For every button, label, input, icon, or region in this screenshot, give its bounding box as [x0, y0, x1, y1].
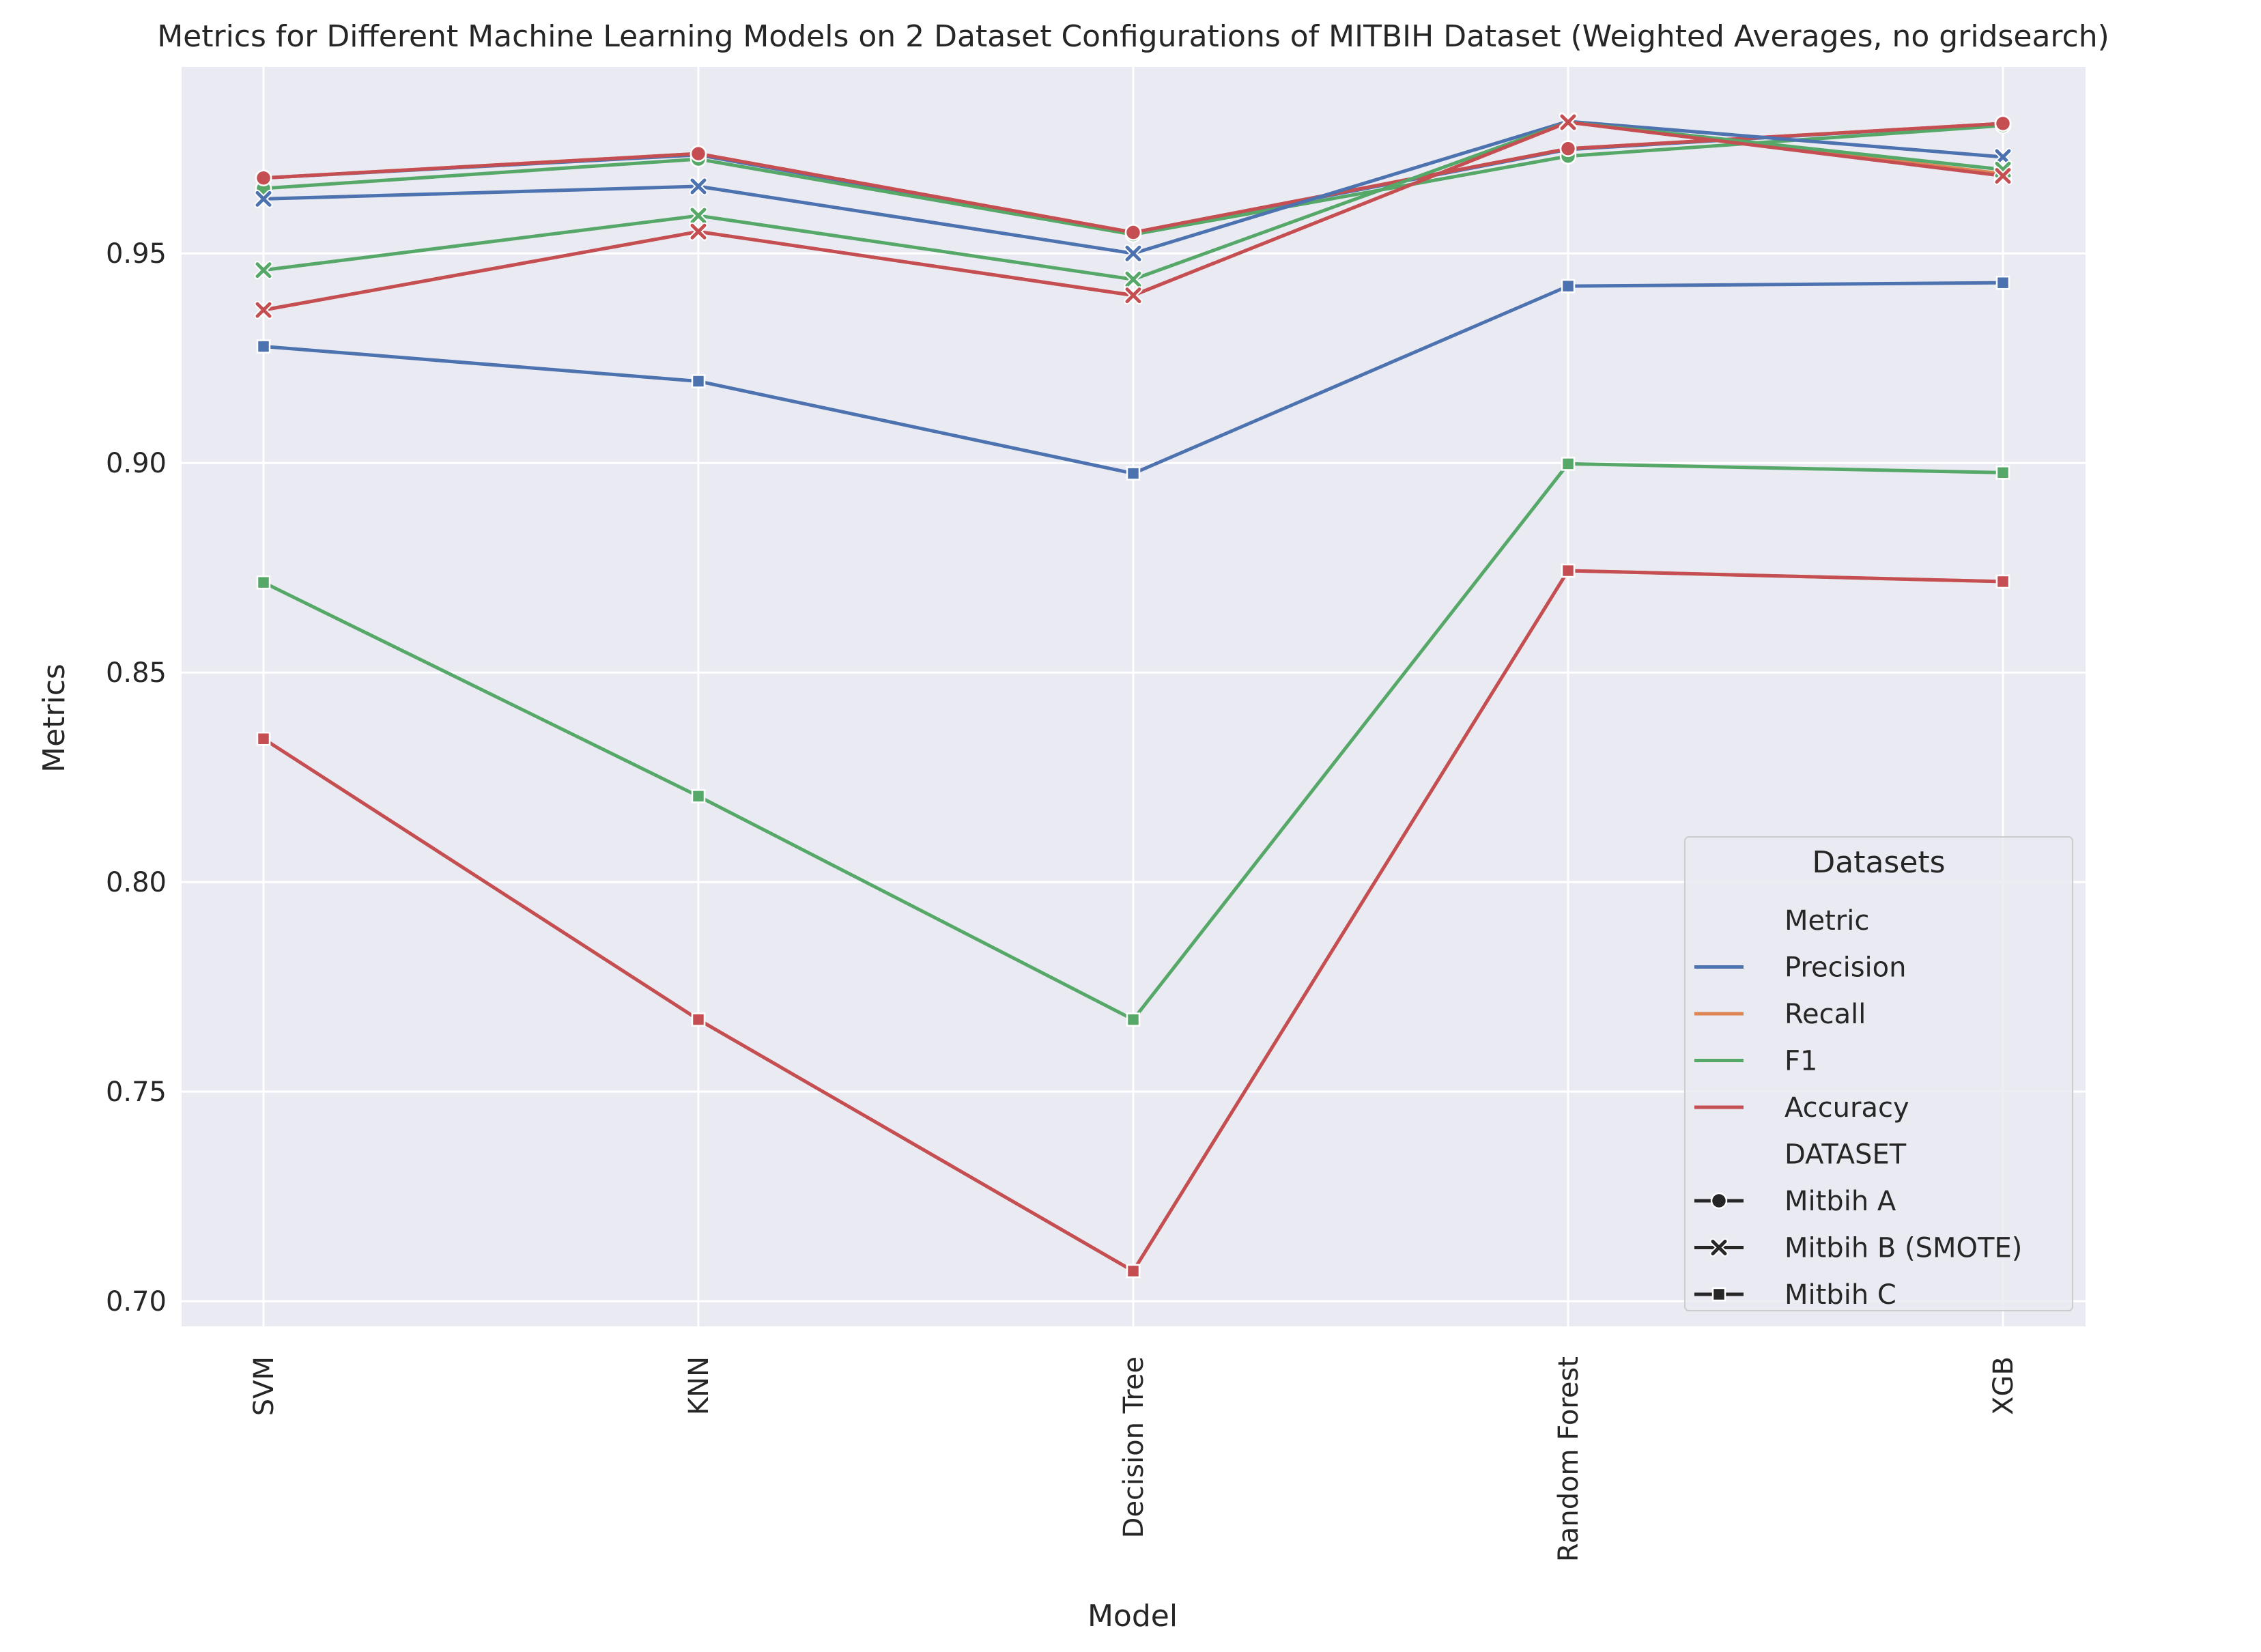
data-point-accuracy-mitbih-b-smote [1124, 286, 1143, 305]
data-point-accuracy-mitbih-a [1124, 224, 1142, 241]
x-tick-label-xgb: XGB [1988, 1356, 2019, 1415]
data-point-precision-mitbih-b-smote [1993, 147, 2013, 167]
data-point-precision-mitbih-c [691, 374, 706, 388]
data-point-precision-mitbih-c [1126, 466, 1141, 481]
data-point-f1-mitbih-b-smote [689, 206, 708, 225]
data-point-accuracy-mitbih-b-smote [689, 222, 708, 241]
data-point-precision-mitbih-c [256, 339, 271, 354]
data-point-f1-mitbih-c [691, 789, 706, 803]
data-point-accuracy-mitbih-a [689, 145, 707, 162]
legend-dataset-header: DATASET [1784, 1139, 1907, 1171]
data-point-accuracy-mitbih-b-smote [254, 300, 273, 319]
data-point-accuracy-mitbih-a [255, 169, 272, 186]
data-point-f1-mitbih-b-smote [1124, 270, 1143, 289]
legend-item-mitbih-a: Mitbih A [1784, 1186, 1896, 1217]
y-tick-labels: 0.70 0.75 0.80 0.85 0.90 0.95 [106, 238, 167, 1318]
data-point-accuracy-mitbih-a [1559, 140, 1577, 157]
legend-item-precision: Precision [1784, 952, 1906, 984]
legend-item-mitbih-c: Mitbih C [1784, 1279, 1896, 1311]
legend-item-accuracy: Accuracy [1784, 1092, 1909, 1124]
legend: Datasets Metric Precision Recall F1 Accuracy D… [1684, 836, 2073, 1311]
legend-marker-mitbih-a [1710, 1192, 1728, 1210]
data-point-f1-mitbih-c [1995, 466, 2010, 480]
data-point-precision-mitbih-c [1561, 279, 1576, 294]
y-axis-label: Metrics [37, 664, 72, 773]
y-tick-label: 0.95 [106, 238, 167, 270]
legend-item-recall: Recall [1784, 999, 1866, 1030]
data-point-accuracy-mitbih-c [1126, 1264, 1141, 1279]
data-point-accuracy-mitbih-c [1995, 574, 2010, 589]
series-markers [254, 112, 2013, 1279]
x-tick-label-decision-tree: Decision Tree [1118, 1356, 1150, 1538]
y-tick-label: 0.70 [106, 1286, 167, 1318]
chart-title: Metrics for Different Machine Learning M… [157, 19, 2109, 54]
x-tick-label-knn: KNN [683, 1356, 715, 1415]
data-point-accuracy-mitbih-c [1561, 563, 1576, 578]
y-tick-label: 0.80 [106, 867, 167, 898]
data-point-precision-mitbih-b-smote [1124, 244, 1143, 263]
legend-item-f1: F1 [1784, 1046, 1817, 1077]
data-point-precision-mitbih-b-smote [254, 189, 273, 208]
legend-metric-header: Metric [1784, 905, 1869, 937]
y-tick-label: 0.85 [106, 657, 167, 689]
data-point-f1-mitbih-c [256, 575, 271, 590]
legend-title: Datasets [1812, 845, 1945, 880]
y-tick-label: 0.90 [106, 448, 167, 479]
data-point-accuracy-mitbih-a [1994, 115, 2012, 132]
data-point-f1-mitbih-b-smote [254, 261, 273, 280]
x-axis-label: Model [1087, 1599, 1178, 1634]
y-tick-label: 0.75 [106, 1077, 167, 1108]
legend-frame [1684, 836, 2073, 1311]
x-tick-label-random-forest: Random Forest [1553, 1356, 1584, 1562]
data-point-precision-mitbih-b-smote [689, 177, 708, 196]
legend-marker-mitbih-c [1711, 1287, 1726, 1302]
data-point-accuracy-mitbih-b-smote [1993, 167, 2013, 186]
legend-marker-mitbih-b-smote [1709, 1238, 1729, 1257]
x-tick-label-svm: SVM [248, 1356, 280, 1416]
data-point-accuracy-mitbih-c [256, 731, 271, 746]
x-tick-labels: SVM KNN Decision Tree Random Forest XGB [248, 1356, 2019, 1562]
data-point-f1-mitbih-c [1561, 457, 1576, 471]
data-point-accuracy-mitbih-b-smote [1559, 113, 1578, 132]
data-point-accuracy-mitbih-c [691, 1012, 706, 1027]
data-point-precision-mitbih-c [1995, 275, 2010, 290]
data-point-f1-mitbih-c [1126, 1012, 1141, 1027]
grid-lines [182, 67, 2086, 1326]
legend-item-mitbih-b-smote: Mitbih B (SMOTE) [1784, 1233, 2022, 1264]
